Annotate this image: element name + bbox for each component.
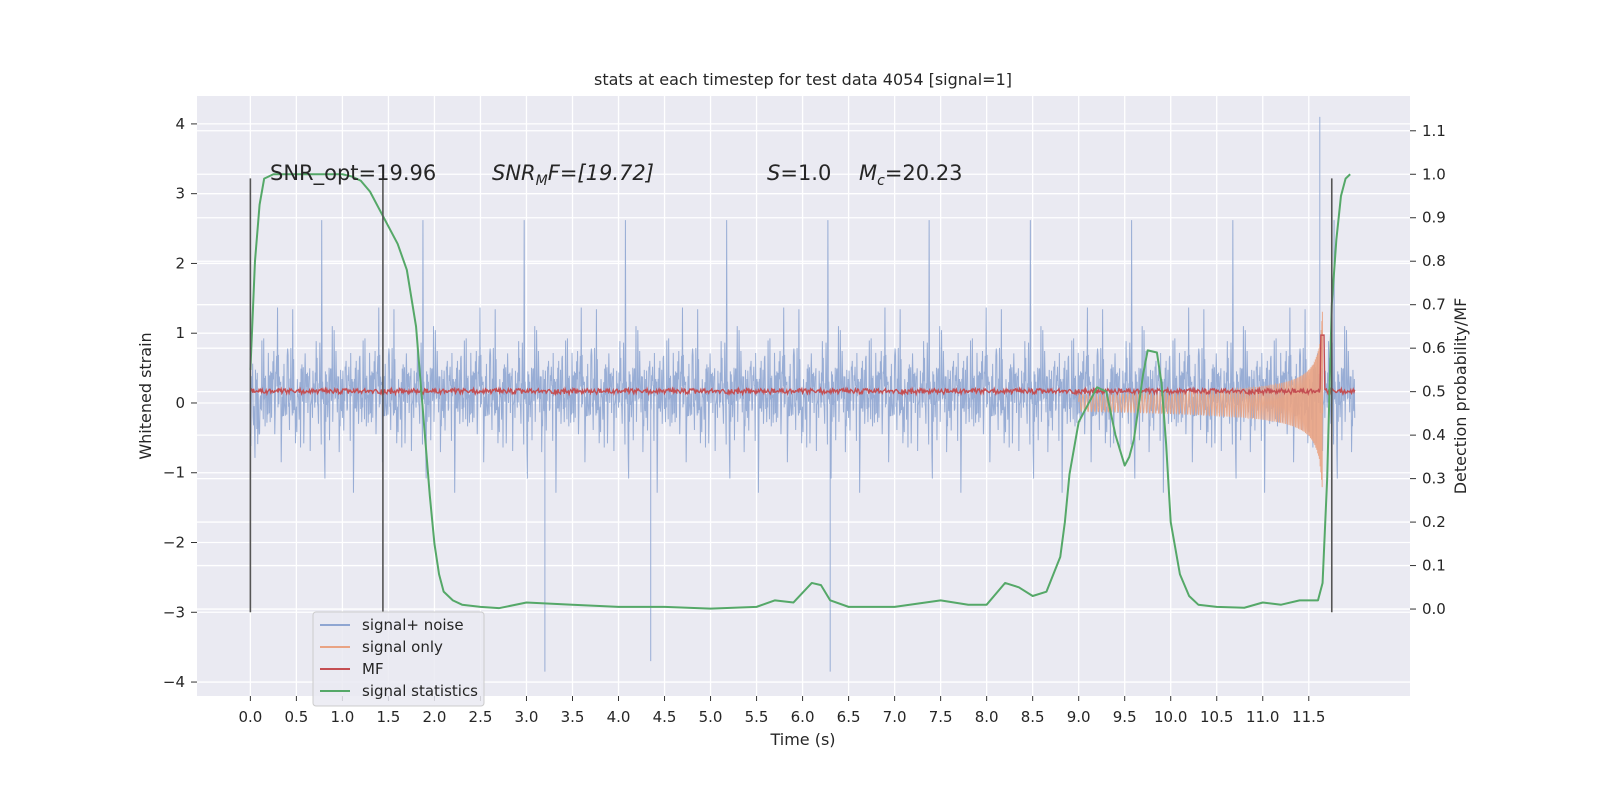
x-axis-ticks: 0.0 0.5 1.0 1.5 2.0 2.5 3.0 3.5 4.0 4.5 5.0 5.5 6.0 6…: [238, 696, 1325, 726]
x-tick-label: 11.0: [1246, 708, 1279, 726]
y-tick-label: 4: [175, 115, 185, 133]
y-tick-label: 1: [175, 324, 185, 342]
annotation-s: S=1.0: [767, 161, 831, 185]
x-axis-label: Time (s): [769, 730, 835, 749]
annotations: SNR_opt=19.96 SNRMF=[19.72] S=1.0 Mc=20.…: [270, 161, 963, 189]
x-tick-label: 2.0: [423, 708, 447, 726]
chart-title: stats at each timestep for test data 405…: [594, 70, 1012, 89]
y-right-tick-label: 0.4: [1422, 426, 1446, 444]
series-mf: [249, 334, 1356, 397]
x-tick-label: 6.5: [837, 708, 861, 726]
legend-label-signal-noise: signal+ noise: [362, 616, 464, 634]
y-right-tick-label: 0.7: [1422, 296, 1446, 314]
y-right-tick-label: 0.5: [1422, 383, 1446, 401]
x-tick-label: 8.5: [1021, 708, 1045, 726]
y-tick-label: 0: [175, 394, 185, 412]
y-tick-label: 3: [175, 185, 185, 203]
x-tick-label: 8.0: [975, 708, 999, 726]
legend: signal+ noise signal only MF signal stat…: [312, 611, 485, 707]
x-tick-label: 0.0: [238, 708, 262, 726]
y-axis-left-ticks: 4 3 2 1 0 −1 −2 −3 −4: [163, 115, 197, 691]
vertical-markers: [249, 178, 1333, 613]
x-tick-label: 7.0: [883, 708, 907, 726]
x-tick-label: 1.5: [376, 708, 400, 726]
signal-noise-line: [249, 116, 1356, 672]
x-tick-label: 4.0: [607, 708, 631, 726]
y-tick-label: −4: [163, 673, 185, 691]
y-axis-label: Whitened strain: [136, 332, 155, 459]
x-tick-label: 3.5: [561, 708, 585, 726]
y-right-tick-label: 0.2: [1422, 513, 1446, 531]
y-right-tick-label: 0.1: [1422, 557, 1446, 575]
y-right-tick-label: 1.0: [1422, 165, 1446, 183]
x-tick-label: 5.5: [745, 708, 769, 726]
series-signal-statistics: [249, 173, 1351, 610]
series-signal-noise: [249, 116, 1356, 672]
x-tick-label: 6.0: [791, 708, 815, 726]
y-tick-label: −1: [163, 464, 185, 482]
annotation-snr-mf: SNRMF=[19.72]: [492, 161, 654, 189]
x-tick-label: 9.5: [1113, 708, 1137, 726]
x-tick-label: 11.5: [1292, 708, 1325, 726]
signal-only-line: [1078, 311, 1324, 488]
y-right-tick-label: 0.6: [1422, 339, 1446, 357]
signal-statistics-line: [249, 173, 1351, 610]
y-right-tick-label: 0.3: [1422, 470, 1446, 488]
y-right-tick-label: 0.0: [1422, 600, 1446, 618]
x-tick-label: 3.0: [515, 708, 539, 726]
x-tick-label: 7.5: [929, 708, 953, 726]
y-right-tick-label: 0.8: [1422, 252, 1446, 270]
y-axis-right-ticks: 1.1 1.0 0.9 0.8 0.7 0.6 0.5 0.4 0.3 0.2 0.1 0.0: [1410, 122, 1446, 618]
series-signal-only: [1078, 311, 1324, 488]
legend-label-signal-only: signal only: [362, 638, 443, 656]
annotation-snr-opt: SNR_opt=19.96: [270, 161, 436, 186]
x-tick-label: 9.0: [1067, 708, 1091, 726]
y-axis-right-label: Detection probability/MF: [1451, 298, 1470, 495]
x-tick-label: 0.5: [284, 708, 308, 726]
x-tick-label: 4.5: [653, 708, 677, 726]
x-tick-label: 10.0: [1154, 708, 1187, 726]
x-tick-label: 10.5: [1200, 708, 1233, 726]
y-right-tick-label: 1.1: [1422, 122, 1446, 140]
y-right-tick-label: 0.9: [1422, 209, 1446, 227]
mf-line: [249, 334, 1356, 397]
y-tick-label: −3: [163, 603, 185, 621]
y-tick-label: 2: [175, 254, 185, 272]
x-tick-label: 1.0: [330, 708, 354, 726]
legend-box: [312, 611, 485, 707]
legend-label-signal-statistics: signal statistics: [362, 682, 478, 700]
legend-label-mf: MF: [362, 660, 384, 678]
x-tick-label: 2.5: [469, 708, 493, 726]
y-tick-label: −2: [163, 534, 185, 552]
x-tick-label: 5.0: [699, 708, 723, 726]
annotation-mc: Mc=20.23: [859, 161, 963, 189]
